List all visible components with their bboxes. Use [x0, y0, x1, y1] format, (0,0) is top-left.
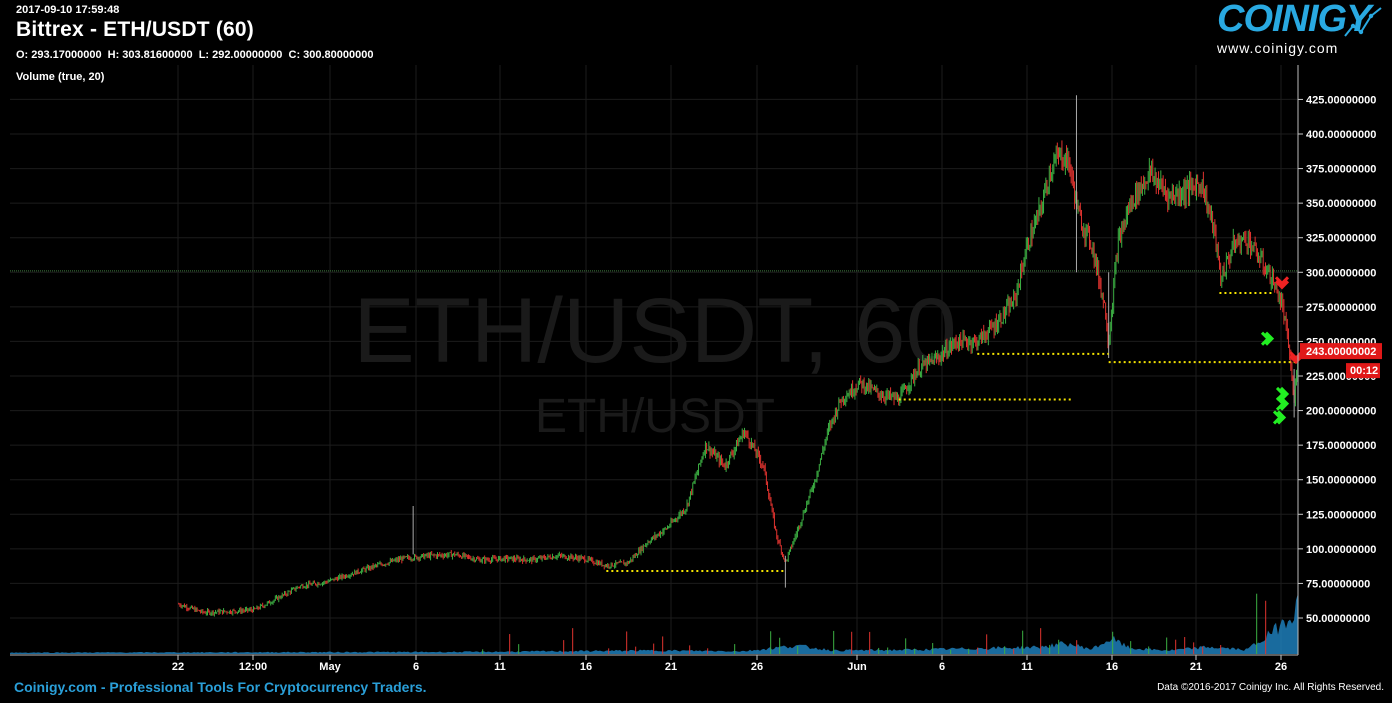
- buy-marker-icon: [1275, 396, 1290, 411]
- x-tick-label: May: [319, 661, 341, 673]
- footer-copyright: Data ©2016-2017 Coinigy Inc. All Rights …: [1157, 682, 1384, 693]
- x-tick-label: 16: [580, 661, 592, 673]
- ohlc-open-label: O:: [16, 49, 29, 61]
- x-tick-label: 6: [939, 661, 945, 673]
- coinigy-logo[interactable]: COINIGY www.coinigy.com: [1215, 0, 1385, 60]
- y-tick-label: 275.00000000: [1306, 302, 1376, 314]
- buy-marker-chevron: [1272, 410, 1287, 425]
- x-tick-label: 21: [1190, 661, 1202, 673]
- y-tick-label: 325.00000000: [1306, 233, 1376, 245]
- logo-url: www.coinigy.com: [1217, 40, 1339, 56]
- y-tick-label: 400.00000000: [1306, 129, 1376, 141]
- x-tick-label: 12:00: [239, 661, 267, 673]
- buy-marker-icon: [1260, 331, 1275, 346]
- x-tick-label: 11: [494, 661, 506, 673]
- y-tick-label: 125.00000000: [1306, 509, 1376, 521]
- ohlc-low-label: L:: [198, 49, 210, 61]
- x-tick-label: 22: [172, 661, 184, 673]
- footer-tagline[interactable]: Coinigy.com - Professional Tools For Cry…: [14, 679, 427, 695]
- y-tick-label: 75.00000000: [1306, 578, 1370, 590]
- last-price-label: 243.00000002: [1306, 346, 1376, 358]
- y-tick-label: 200.00000000: [1306, 406, 1376, 418]
- chart-timestamp: 2017-09-10 17:59:48: [16, 4, 120, 16]
- countdown-label: 00:12: [1350, 365, 1378, 377]
- ohlc-close-label: C:: [288, 49, 301, 61]
- ohlc-low-value: 292.00000000: [212, 49, 283, 61]
- y-tick-label: 350.00000000: [1306, 198, 1376, 210]
- logo-trend-icon: [1344, 7, 1382, 37]
- volume-indicator-label[interactable]: Volume (true, 20): [16, 71, 105, 83]
- x-tick-label: 6: [413, 661, 419, 673]
- y-tick-label: 375.00000000: [1306, 164, 1376, 176]
- y-tick-label: 150.00000000: [1306, 475, 1376, 487]
- price-labels: 243.00000002 00:12: [1300, 343, 1382, 379]
- last-price-box: [1300, 343, 1382, 360]
- x-tick-label: 16: [1106, 661, 1118, 673]
- y-tick-label: 100.00000000: [1306, 544, 1376, 556]
- support-lines: [606, 292, 1298, 572]
- x-tick-label: 11: [1021, 661, 1033, 673]
- x-tick-label: Jun: [847, 661, 867, 673]
- sell-marker-chevron: [1274, 276, 1290, 290]
- x-tick-label: 21: [665, 661, 677, 673]
- candlestick-series: [178, 95, 1299, 617]
- ohlc-readout: O: 293.17000000 H: 303.81600000 L: 292.0000…: [16, 49, 376, 61]
- y-tick-label: 50.00000000: [1306, 613, 1370, 625]
- countdown-box: [1346, 363, 1380, 379]
- ohlc-high-label: H:: [107, 49, 120, 61]
- trade-markers: [1260, 276, 1304, 425]
- ohlc-high-value: 303.81600000: [122, 49, 193, 61]
- buy-marker-icon: [1272, 410, 1287, 425]
- y-tick-label: 425.00000000: [1306, 94, 1376, 106]
- buy-marker-chevron: [1260, 331, 1275, 346]
- watermark-sub: ETH/USDT: [535, 390, 775, 443]
- chart-title: Bittrex - ETH/USDT (60): [16, 18, 254, 41]
- x-tick-label: 26: [1275, 661, 1287, 673]
- volume-series: [10, 593, 1298, 654]
- sell-marker-icon: [1274, 276, 1290, 290]
- buy-marker-chevron: [1275, 396, 1290, 411]
- ohlc-close-value: 300.80000000: [303, 49, 374, 61]
- y-tick-label: 175.00000000: [1306, 440, 1376, 452]
- ohlc-open-value: 293.17000000: [31, 49, 102, 61]
- y-tick-label: 300.00000000: [1306, 267, 1376, 279]
- logo-wordmark: COINIGY: [1217, 0, 1371, 40]
- x-tick-label: 26: [751, 661, 763, 673]
- watermark-main: ETH/USDT, 60: [353, 280, 956, 382]
